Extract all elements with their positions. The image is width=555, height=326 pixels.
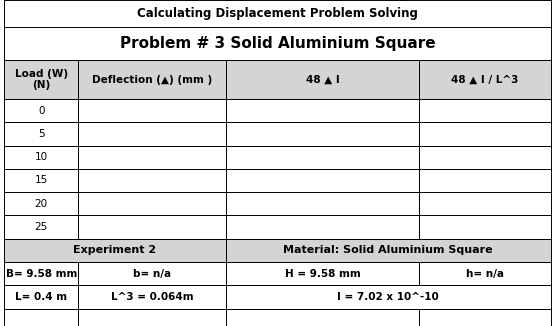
Bar — [420, 215, 551, 239]
Bar — [226, 122, 420, 145]
Bar — [4, 27, 551, 60]
Bar — [420, 169, 551, 192]
Bar — [226, 308, 420, 326]
Bar — [4, 239, 226, 262]
Bar — [226, 60, 420, 99]
Bar — [420, 308, 551, 326]
Bar — [78, 99, 226, 122]
Text: Deflection (▲) (mm ): Deflection (▲) (mm ) — [92, 75, 212, 84]
Bar — [4, 285, 78, 308]
Bar — [226, 239, 551, 262]
Text: Experiment 2: Experiment 2 — [73, 245, 157, 255]
Bar — [78, 192, 226, 215]
Bar — [420, 145, 551, 169]
Bar — [420, 60, 551, 99]
Bar — [78, 262, 226, 285]
Bar — [78, 169, 226, 192]
Bar — [4, 60, 78, 99]
Bar — [78, 308, 226, 326]
Text: 48 ▲ I / L^3: 48 ▲ I / L^3 — [451, 75, 519, 84]
Bar — [4, 169, 78, 192]
Text: 48 ▲ I: 48 ▲ I — [306, 75, 340, 84]
Bar — [420, 192, 551, 215]
Bar — [78, 145, 226, 169]
Text: 20: 20 — [35, 199, 48, 209]
Text: 0: 0 — [38, 106, 44, 116]
Text: Calculating Displacement Problem Solving: Calculating Displacement Problem Solving — [137, 7, 418, 20]
Bar — [226, 215, 420, 239]
Bar — [226, 169, 420, 192]
Bar — [4, 262, 78, 285]
Bar — [4, 145, 78, 169]
Bar — [4, 192, 78, 215]
Bar — [420, 99, 551, 122]
Text: Load (W)
(N): Load (W) (N) — [15, 69, 68, 90]
Bar — [4, 99, 78, 122]
Bar — [226, 262, 420, 285]
Bar — [4, 122, 78, 145]
Text: 10: 10 — [35, 152, 48, 162]
Text: L= 0.4 m: L= 0.4 m — [15, 292, 67, 302]
Text: I = 7.02 x 10^-10: I = 7.02 x 10^-10 — [337, 292, 439, 302]
Text: 5: 5 — [38, 129, 44, 139]
Bar — [78, 285, 226, 308]
Bar — [226, 145, 420, 169]
Bar — [78, 215, 226, 239]
Bar — [420, 262, 551, 285]
Text: 15: 15 — [34, 175, 48, 185]
Text: 25: 25 — [34, 222, 48, 232]
Text: H = 9.58 mm: H = 9.58 mm — [285, 269, 360, 279]
Text: B= 9.58 mm: B= 9.58 mm — [6, 269, 77, 279]
Bar — [4, 308, 78, 326]
Text: h= n/a: h= n/a — [466, 269, 504, 279]
Bar — [4, 0, 551, 27]
Bar — [78, 60, 226, 99]
Bar — [420, 122, 551, 145]
Text: L^3 = 0.064m: L^3 = 0.064m — [110, 292, 193, 302]
Bar — [4, 215, 78, 239]
Bar — [226, 192, 420, 215]
Bar — [78, 122, 226, 145]
Bar — [226, 285, 551, 308]
Text: Material: Solid Aluminium Square: Material: Solid Aluminium Square — [283, 245, 493, 255]
Text: Problem # 3 Solid Aluminium Square: Problem # 3 Solid Aluminium Square — [120, 36, 435, 51]
Text: b= n/a: b= n/a — [133, 269, 171, 279]
Bar — [226, 99, 420, 122]
